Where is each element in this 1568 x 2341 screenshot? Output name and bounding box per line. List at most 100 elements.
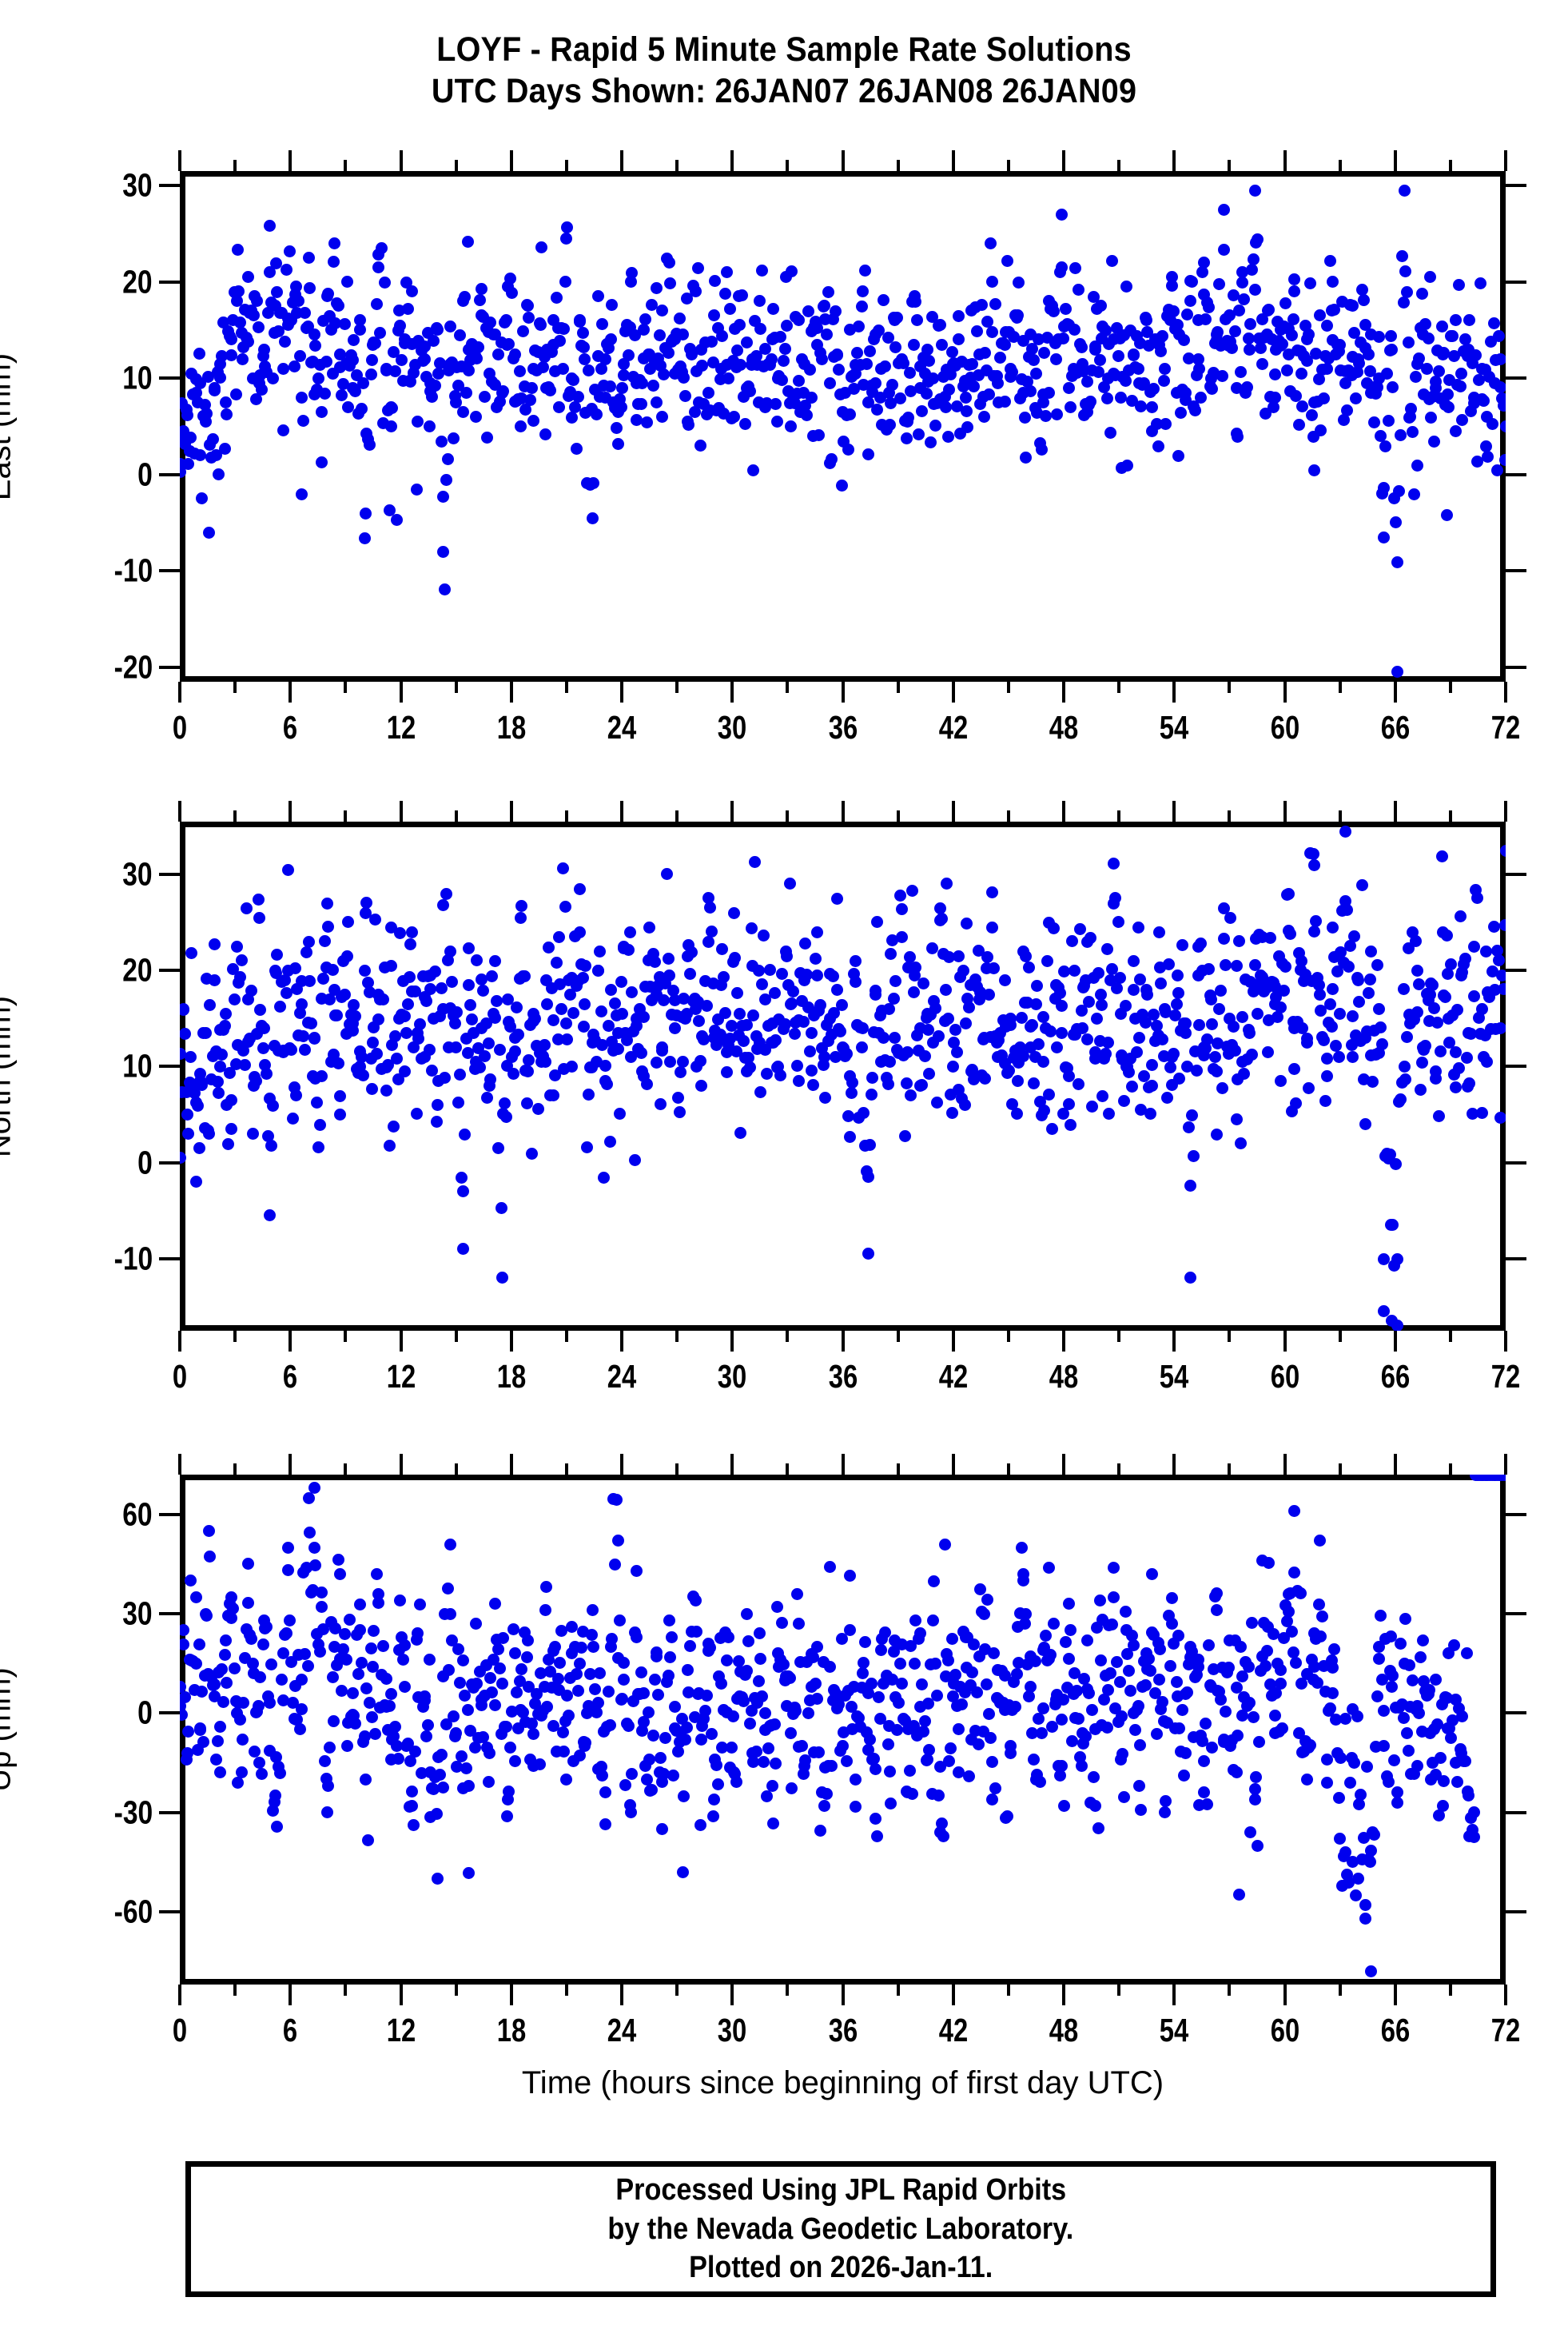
data-point [371, 1567, 384, 1580]
data-point [521, 298, 534, 311]
data-point [706, 356, 719, 369]
data-point [1173, 1722, 1186, 1735]
data-point [1326, 921, 1339, 934]
data-point [221, 1098, 233, 1111]
data-point [499, 1720, 512, 1733]
data-point [857, 1656, 870, 1669]
data-point [314, 1646, 327, 1658]
data-point [333, 1567, 346, 1580]
data-point [846, 370, 859, 383]
data-point [539, 1055, 552, 1068]
data-point [388, 1120, 400, 1133]
data-point [457, 1654, 470, 1666]
data-point [288, 1081, 300, 1094]
data-point [1317, 1034, 1330, 1047]
data-point [1210, 1604, 1223, 1617]
data-point [758, 929, 770, 942]
data-point [885, 396, 897, 409]
data-point [1048, 305, 1061, 318]
data-point [426, 1065, 439, 1077]
data-point [866, 1071, 879, 1084]
data-point [1118, 1094, 1131, 1107]
x-tick-major [951, 682, 955, 703]
data-point [883, 1766, 896, 1778]
data-point [611, 1535, 624, 1547]
data-point [354, 1598, 367, 1611]
data-point [1415, 1057, 1428, 1069]
data-point [616, 381, 629, 394]
data-point [1113, 1675, 1126, 1688]
data-point [770, 1033, 782, 1046]
x-tick-top-major [1283, 801, 1287, 822]
data-point [941, 430, 954, 443]
data-point [989, 1782, 1002, 1794]
data-point [1096, 1089, 1109, 1102]
data-point [245, 985, 257, 997]
data-point [722, 372, 734, 385]
data-point [241, 271, 254, 284]
data-point [1300, 1773, 1313, 1786]
data-point [1310, 348, 1323, 360]
data-point [1009, 1701, 1022, 1714]
footer-box: Processed Using JPL Rapid Orbits by the … [185, 2161, 1496, 2297]
y-tick-label: 10 [122, 1047, 153, 1085]
data-point [676, 1055, 689, 1068]
data-point [647, 1730, 659, 1742]
data-point [1370, 1740, 1383, 1753]
data-point [294, 1007, 307, 1020]
data-point [1053, 266, 1066, 279]
data-point [338, 1627, 351, 1640]
data-point [1391, 1253, 1404, 1266]
data-point [475, 973, 488, 985]
data-point [1448, 349, 1461, 362]
x-tick-top-major [1062, 150, 1065, 171]
data-point [1233, 305, 1246, 317]
data-point [878, 1626, 891, 1639]
data-point [946, 346, 959, 359]
data-point [766, 303, 779, 316]
data-point [1394, 1637, 1407, 1650]
data-point [507, 1068, 520, 1081]
data-point [925, 436, 937, 449]
x-tick-label: 0 [172, 1358, 188, 1395]
data-point [633, 1687, 646, 1700]
data-point [659, 1732, 672, 1745]
x-tick-minor [1448, 1331, 1452, 1342]
data-point [636, 377, 649, 390]
data-point [882, 331, 894, 344]
data-point [1288, 1063, 1301, 1076]
data-point [593, 391, 606, 404]
data-point [840, 1755, 853, 1768]
data-point [1342, 960, 1355, 973]
data-point [766, 1817, 779, 1829]
data-point [1058, 1799, 1071, 1812]
data-point [1235, 1137, 1248, 1150]
data-point [1393, 484, 1406, 497]
data-point [561, 1033, 574, 1046]
data-point [790, 1705, 802, 1718]
data-point [889, 974, 902, 987]
data-point [897, 357, 909, 370]
data-point [1167, 305, 1180, 317]
data-point [420, 994, 432, 1007]
data-point [1397, 297, 1410, 309]
data-point [1279, 297, 1291, 309]
data-point [1101, 1722, 1114, 1734]
data-point [1403, 1659, 1416, 1672]
data-point [1256, 357, 1269, 370]
data-point [1153, 1642, 1166, 1655]
data-point [774, 331, 787, 344]
data-point [1445, 1731, 1458, 1744]
data-point [702, 386, 714, 399]
data-point [1030, 406, 1043, 419]
data-point [219, 1020, 232, 1033]
data-point [1303, 277, 1316, 290]
data-point [1105, 1618, 1118, 1630]
data-point [1032, 1038, 1045, 1051]
data-point [302, 935, 315, 948]
data-point [783, 877, 796, 890]
data-point [1146, 1567, 1159, 1580]
data-point [1188, 404, 1201, 417]
data-point [651, 396, 663, 408]
x-tick-top-minor [1006, 1463, 1010, 1475]
